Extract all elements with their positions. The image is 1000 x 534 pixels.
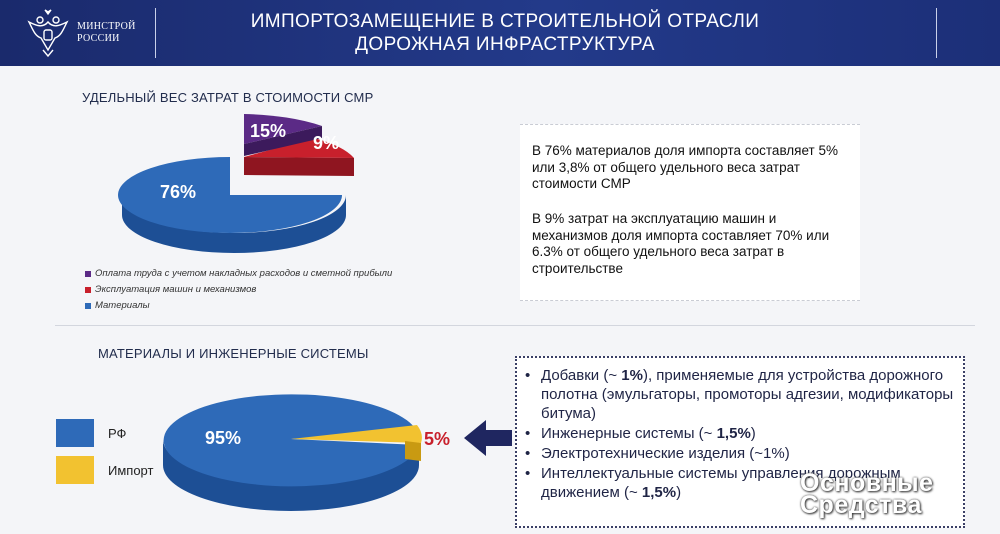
legend-label: Импорт [108, 462, 154, 478]
pie2-side-rf [163, 439, 419, 511]
watermark-line2: Средства [800, 491, 922, 519]
legend-swatch [85, 286, 91, 293]
pie1-label-machines: 9% [313, 133, 340, 153]
item-text: Электротехнические изделия (~1%) [541, 445, 790, 462]
logo-line2: РОССИИ [77, 33, 120, 44]
cost-share-pie-chart [118, 114, 354, 253]
bullet-dot: • [525, 465, 531, 482]
legend-swatch [56, 419, 94, 447]
header-divider-right [936, 8, 937, 58]
pie2-slice-rf [163, 394, 419, 487]
legend-label: Оплата труда с учетом накладных расходов… [95, 268, 393, 279]
pie1-side-machines [244, 157, 354, 176]
pie1-legend-materials: Материалы [85, 300, 150, 311]
section2-heading: МАТЕРИАЛЫ И ИНЖЕНЕРНЫЕ СИСТЕМЫ [98, 346, 369, 361]
double-headed-eagle-icon [27, 9, 69, 58]
bullet-dot: • [525, 367, 531, 384]
item-bold: 1% [621, 367, 643, 384]
pie1-legend-machines: Эксплуатация машин и механизмов [85, 284, 256, 295]
watermark: Основные Средства [800, 469, 995, 519]
title-line1: ИМПОРТОЗАМЕЩЕНИЕ В СТРОИТЕЛЬНОЙ ОТРАСЛИ [250, 11, 760, 32]
pie2-legend-import: Импорт [56, 456, 153, 484]
pie1-slice-machines [244, 138, 354, 158]
logo-text: МИНСТРОЙ РОССИИ [77, 21, 136, 45]
arrow-left-icon [464, 420, 512, 456]
info-box: В 76% материалов доля импорта составляет… [520, 124, 860, 301]
bullet-dot: • [525, 445, 531, 462]
ministry-logo: МИНСТРОЙ РОССИИ [25, 6, 150, 60]
list-item: • Добавки (~ 1%), применяемые для устройс… [525, 366, 963, 423]
item-text: Инженерные системы (~ [541, 425, 717, 442]
bullet-dot: • [525, 425, 531, 442]
item-bold: 1,5% [716, 425, 751, 442]
pie1-label-labor: 15% [250, 121, 287, 141]
pie1-side-labor [244, 126, 322, 156]
pie1-side-materials [122, 195, 346, 253]
legend-label: Материалы [95, 300, 150, 311]
header-divider-left [155, 8, 156, 58]
pie1-label-materials: 76% [160, 182, 197, 202]
list-item: • Электротехнические изделия (~1%) [525, 444, 963, 463]
item-text: ), применяемые для устройства дорожного … [541, 367, 954, 422]
legend-swatch [85, 270, 91, 277]
list-item: • Инженерные системы (~ 1,5%) [525, 424, 963, 443]
legend-swatch [85, 302, 91, 309]
page-title: ИМПОРТОЗАМЕЩЕНИЕ В СТРОИТЕЛЬНОЙ ОТРАСЛИ … [160, 10, 850, 56]
pie2-label-rf: 95% [205, 428, 242, 448]
import-items-list: • Добавки (~ 1%), применяемые для устройс… [515, 356, 965, 528]
header-bar: МИНСТРОЙ РОССИИ ИМПОРТОЗАМЕЩЕНИЕ В СТРОИ… [0, 0, 1000, 66]
pie1-slice-labor [244, 114, 322, 144]
legend-swatch [56, 456, 94, 484]
pie2-label-import: 5% [424, 429, 451, 449]
pie1-legend-labor: Оплата труда с учетом накладных расходов… [85, 268, 392, 279]
pie2-slice-import [291, 425, 422, 443]
pie1-slice-materials [118, 157, 342, 233]
title-line2: ДОРОЖНАЯ ИНФРАСТРУКТУРА [355, 34, 655, 55]
watermark-line1: Основные [800, 469, 934, 497]
item-text: Добавки (~ [541, 367, 622, 384]
pie2-legend-rf: РФ [56, 419, 126, 447]
pie2-side-import [405, 441, 421, 461]
legend-label: Эксплуатация машин и механизмов [95, 284, 257, 295]
list-item: • Интеллектуальные системы управления дор… [525, 464, 963, 502]
item-text: ) [676, 484, 682, 501]
item-text: Интеллектуальные системы управления доро… [541, 465, 901, 501]
item-text: ) [750, 425, 756, 442]
logo-line1: МИНСТРОЙ [77, 21, 136, 32]
item-bold: 1,5% [641, 484, 677, 501]
materials-pie-chart [163, 394, 422, 511]
info-paragraph-materials: В 76% материалов доля импорта составляет… [532, 143, 838, 191]
info-paragraph-machines: В 9% затрат на эксплуатацию машин и меха… [532, 211, 830, 276]
section1-heading: УДЕЛЬНЫЙ ВЕС ЗАТРАТ В СТОИМОСТИ СМР [82, 90, 374, 105]
legend-label: РФ [108, 425, 127, 441]
section-divider [55, 325, 975, 326]
